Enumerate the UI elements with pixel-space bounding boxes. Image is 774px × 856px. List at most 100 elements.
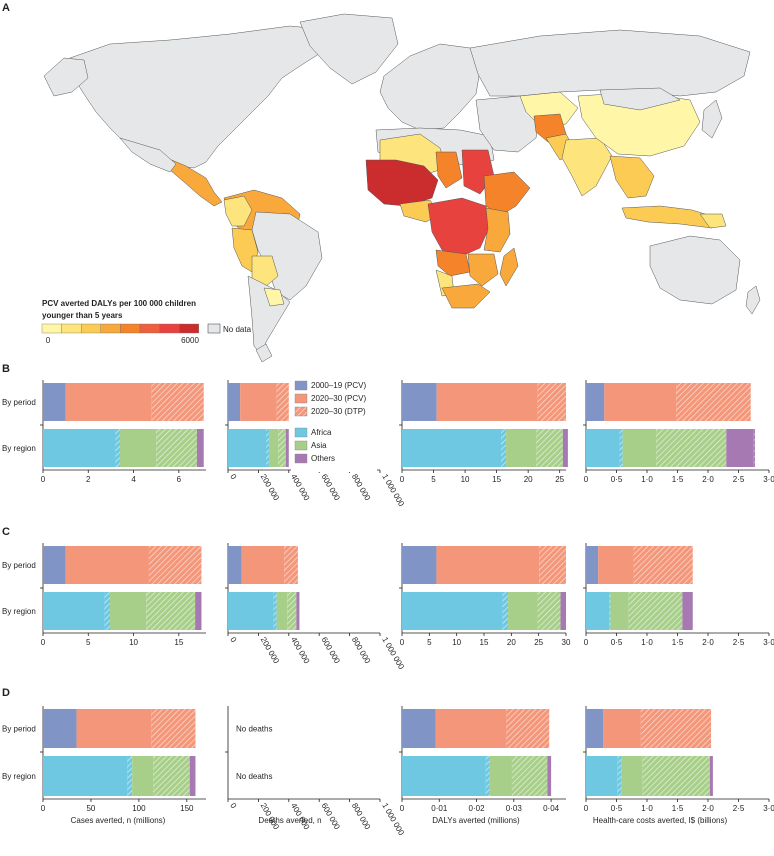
legend-swatch-4 [294, 440, 308, 451]
bar-region-others [296, 592, 300, 630]
x-tick-label: 0 [41, 475, 46, 484]
map-legend-min: 0 [46, 336, 51, 345]
legend-label-3: Africa [311, 428, 332, 437]
x-tick-label: 1·0 [641, 638, 653, 647]
bar-period-2020-30-pcv [65, 546, 149, 584]
bar-region-asia [119, 429, 157, 467]
bar-region-africa-dtp [104, 592, 111, 630]
x-tick-label: 150 [180, 804, 194, 813]
map-angola [435, 249, 471, 277]
bar-period-2000-19-pcv [586, 709, 604, 748]
map-scale-step-5 [139, 323, 160, 334]
legend-swatch-5 [294, 453, 308, 464]
map-scale-step-6 [159, 323, 180, 334]
map-scale-step-2 [80, 323, 101, 334]
legend-swatch-2 [294, 406, 308, 417]
bar-region-africa-dtp [617, 756, 622, 796]
series-legend: 2000–19 (PCV) 2020–30 (PCV) 2020–30 (DTP) A… [291, 380, 377, 472]
x-tick-label: 1·0 [641, 804, 653, 813]
x-tick-label: 15 [174, 638, 183, 647]
bar-period-2020-30-pcv [603, 709, 641, 748]
bar-period-2000-19-pcv [586, 546, 599, 584]
bar-region-others [726, 429, 754, 467]
x-tick-label: 3·0 [763, 804, 774, 813]
row-label-by-region: By region [2, 607, 36, 616]
x-tick-label: 600 000 [319, 802, 342, 832]
bar-period-2000-19-pcv [228, 546, 242, 584]
chart-C-2: 0 5 10 15 20 25 30 [399, 543, 571, 647]
bar-region-others-dtp [753, 429, 755, 467]
map-new-zealand [745, 285, 761, 315]
bar-region-asia [506, 429, 537, 467]
bar-region-others [189, 756, 196, 796]
bar-region-others [196, 429, 204, 467]
x-tick-label: 10 [452, 638, 461, 647]
bar-region-asia-dtp [278, 429, 286, 467]
x-tick-label: 20 [507, 638, 516, 647]
map-color-scale [41, 323, 199, 334]
legend-label-2: 2020–30 (DTP) [311, 407, 366, 416]
x-tick-label: 1·5 [672, 638, 684, 647]
bar-period-2020-30-pcv [65, 383, 152, 421]
map-bolivia [251, 255, 279, 289]
x-tick-label: 5 [86, 638, 91, 647]
map-paraguay [263, 287, 285, 307]
x-tick-label: 2·0 [702, 804, 714, 813]
x-tick-label: 20 [524, 475, 533, 484]
map-japan [701, 99, 723, 139]
chart-C-3: 0 0·5 1·0 1·5 2·0 2·5 3·0 [583, 543, 774, 647]
x-tick-label: 600 000 [319, 636, 342, 666]
bar-period-2020-30-dtp [539, 546, 566, 584]
x-tick-label: 2·5 [733, 804, 745, 813]
x-tick-label: 2·5 [733, 475, 745, 484]
map-central-america [161, 155, 223, 207]
bar-region-africa [43, 592, 105, 630]
x-label-deaths: Deaths averted, n [258, 816, 321, 825]
bar-region-africa-dtp [266, 429, 270, 467]
no-data-swatch [207, 323, 221, 334]
legend-label-5: Others [311, 454, 335, 463]
bar-region-asia-dtp [156, 429, 197, 467]
x-tick-label: 5 [427, 638, 432, 647]
chart-B-0: 0 2 4 6 [40, 380, 206, 484]
x-tick-label: 30 [562, 638, 571, 647]
x-tick-label: 800 000 [350, 802, 373, 832]
map-south-africa [441, 283, 491, 309]
x-tick-label: 4 [131, 475, 136, 484]
bar-period-2020-30-dtp [640, 709, 712, 748]
bar-region-africa-dtp [273, 592, 277, 630]
x-tick-label: 0·5 [611, 638, 623, 647]
bar-region-africa [586, 592, 610, 630]
bar-region-others [547, 756, 552, 796]
bar-period-2020-30-dtp [676, 383, 751, 421]
x-tick-label: 400 000 [289, 636, 312, 666]
bar-region-asia-dtp [537, 592, 561, 630]
x-tick-label: 0 [400, 804, 405, 813]
x-tick-label: 15 [492, 475, 501, 484]
bar-region-africa-dtp [619, 429, 623, 467]
bar-region-africa [228, 429, 266, 467]
bar-region-africa [228, 592, 274, 630]
bar-period-2020-30-pcv [604, 383, 677, 421]
bar-region-africa-dtp [502, 592, 509, 630]
x-tick-label: 0 [228, 802, 238, 811]
map-scale-step-1 [61, 323, 82, 334]
bar-period-2000-19-pcv [402, 383, 437, 421]
bar-region-asia-dtp [536, 429, 563, 467]
map-alaska [43, 57, 89, 97]
x-tick-label: 0 [584, 638, 589, 647]
bar-region-africa-dtp [127, 756, 133, 796]
bar-region-asia-dtp [642, 756, 710, 796]
bar-region-asia-dtp [628, 592, 683, 630]
chart-D-0: 0 50 100 150 [40, 706, 206, 813]
x-tick-label: 0 [584, 475, 589, 484]
bar-region-others [562, 429, 568, 467]
bar-region-asia-dtp [656, 429, 727, 467]
x-tick-label: 200 000 [259, 473, 282, 503]
map-sahel-west [365, 159, 439, 207]
bar-region-asia-dtp [287, 592, 297, 630]
map-colombia [223, 195, 253, 227]
chart-B-3: 0 0·5 1·0 1·5 2·0 2·5 3·0 [583, 380, 774, 484]
x-tick-label: 0·02 [469, 804, 486, 813]
